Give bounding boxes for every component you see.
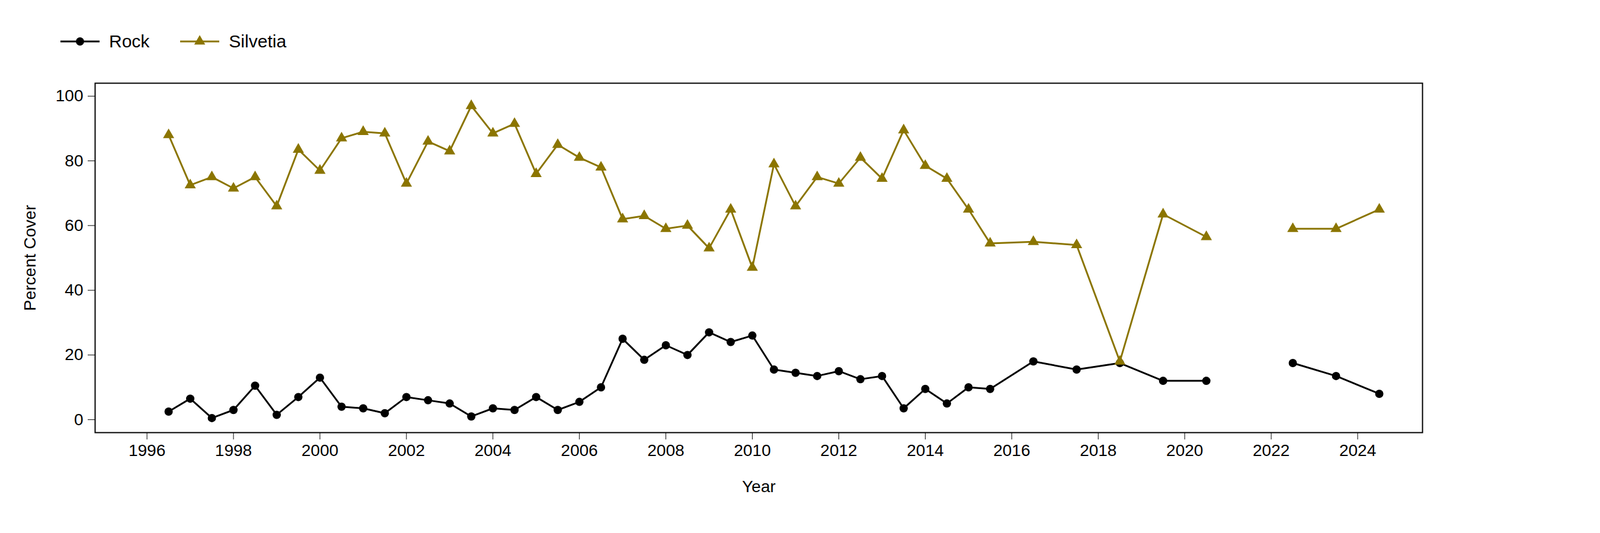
svg-text:2018: 2018: [1079, 441, 1117, 460]
svg-text:0: 0: [74, 410, 84, 430]
svg-text:100: 100: [55, 86, 84, 105]
html-text:Rock: Rock: [109, 31, 150, 51]
svg-text:2000: 2000: [301, 441, 339, 460]
svg-text:Year: Year: [741, 477, 776, 496]
svg-text:2016: 2016: [993, 441, 1030, 460]
svg-text:60: 60: [64, 216, 83, 235]
svg-text:2010: 2010: [733, 441, 771, 460]
svg-text:Percent Cover: Percent Cover: [20, 205, 40, 312]
svg-text:40: 40: [64, 280, 83, 300]
svg-text:80: 80: [64, 151, 83, 171]
svg-text:2002: 2002: [388, 441, 425, 460]
svg-text:2020: 2020: [1166, 441, 1203, 460]
svg-text:2014: 2014: [906, 441, 944, 460]
svg-text:2008: 2008: [647, 441, 684, 460]
svg-text:1998: 1998: [215, 441, 252, 460]
svg-text:1996: 1996: [128, 441, 166, 460]
svg-text:20: 20: [64, 345, 83, 364]
html-text:Silvetia: Silvetia: [228, 31, 287, 51]
svg-text:2004: 2004: [474, 441, 512, 460]
svg-text:2024: 2024: [1339, 441, 1376, 460]
svg-text:2012: 2012: [820, 441, 857, 460]
svg-text:2022: 2022: [1252, 441, 1290, 460]
svg-text:2006: 2006: [561, 441, 598, 460]
